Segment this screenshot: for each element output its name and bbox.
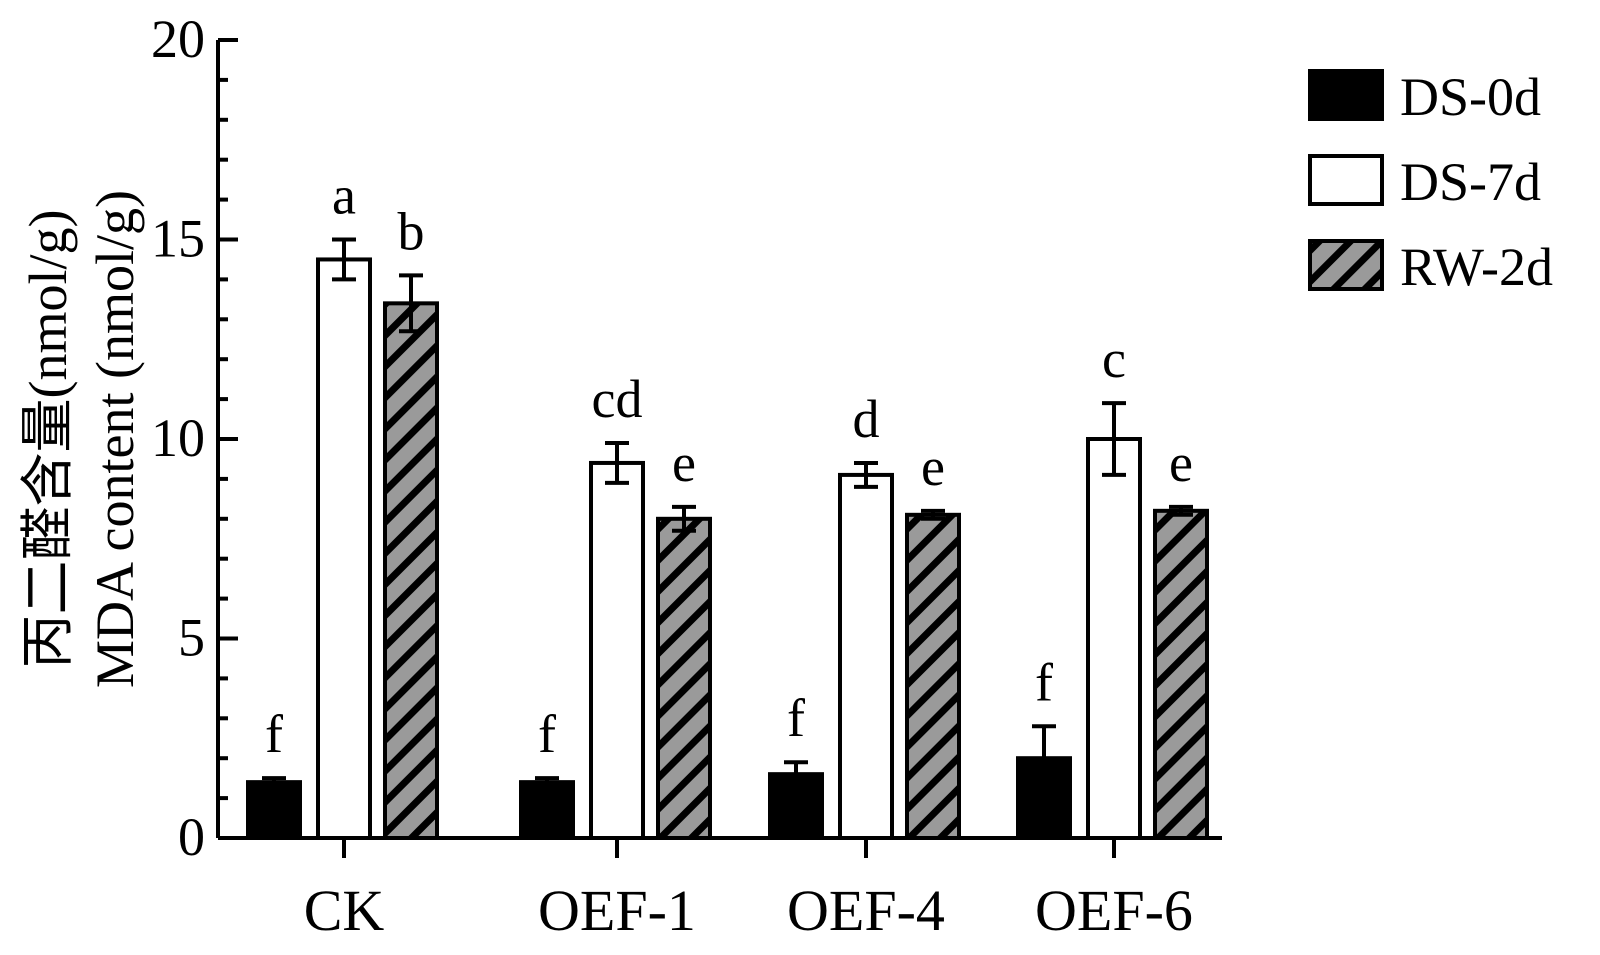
legend: DS-0d DS-7d RW-2d — [1308, 67, 1553, 297]
y-tick-label: 5 — [178, 608, 205, 668]
significance-letter: b — [398, 201, 425, 261]
significance-letter: e — [1169, 433, 1193, 493]
bar — [656, 516, 712, 840]
y-axis-title: MDA content (nmol/g) — [85, 190, 145, 688]
legend-swatch — [1308, 239, 1384, 291]
significance-letter: c — [1102, 329, 1126, 389]
x-tick-label: CK — [304, 878, 385, 943]
significance-letter: e — [672, 433, 696, 493]
y-tick-label: 15 — [151, 209, 205, 269]
y-tick-label: 20 — [151, 9, 205, 69]
x-tick-label: OEF-6 — [1035, 878, 1193, 943]
bar — [519, 780, 575, 841]
significance-letter: d — [853, 389, 880, 449]
bar — [1016, 756, 1072, 841]
significance-letter: a — [332, 166, 356, 226]
significance-letter: cd — [592, 369, 643, 429]
bar — [383, 301, 439, 840]
y-axis-title-zh: 丙二醛含量(nmol/g) — [18, 210, 78, 669]
significance-letter: e — [921, 437, 945, 497]
bar — [838, 472, 894, 840]
significance-letter: f — [787, 688, 805, 748]
axes: 0 5 10 15 20 MDA content (nmol/g)丙二醛含量(nmol/g… — [18, 9, 1222, 943]
bar — [316, 257, 372, 840]
bars — [246, 237, 1209, 841]
bar — [1153, 508, 1209, 840]
legend-label: DS-7d — [1400, 152, 1541, 212]
bar — [905, 512, 961, 840]
bar — [1086, 437, 1142, 840]
y-tick-label: 0 — [178, 807, 205, 867]
y-tick-label: 10 — [151, 408, 205, 468]
significance-letter: f — [538, 704, 556, 764]
significance-letter: f — [1035, 652, 1053, 712]
legend-swatch — [1308, 154, 1384, 206]
significance-letter: f — [265, 704, 283, 764]
bar — [589, 460, 645, 840]
legend-swatch — [1308, 69, 1384, 121]
legend-label: RW-2d — [1400, 237, 1553, 297]
x-tick-label: OEF-1 — [538, 878, 696, 943]
legend-label: DS-0d — [1400, 67, 1541, 127]
x-tick-label: OEF-4 — [787, 878, 945, 943]
bar — [246, 780, 302, 841]
